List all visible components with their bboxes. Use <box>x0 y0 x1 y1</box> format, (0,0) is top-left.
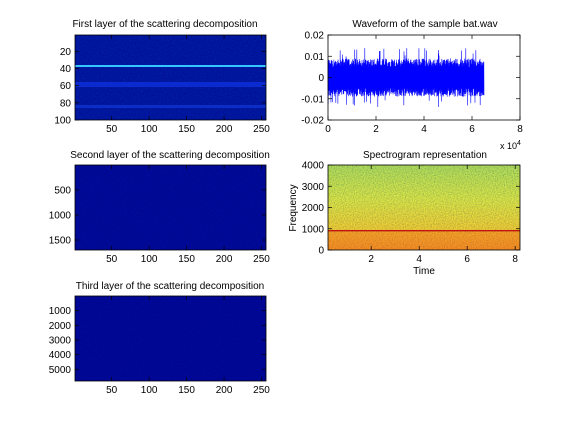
x-tick-label: 250 <box>253 385 270 396</box>
x-tick-label: 0 <box>325 124 331 135</box>
y-tick-label: 0.01 <box>305 52 325 63</box>
y-tick-label: 20 <box>60 47 72 58</box>
y-tick-label: 3000 <box>302 182 325 193</box>
x-tick-label: 200 <box>216 254 233 265</box>
x-tick-label: 8 <box>517 124 523 135</box>
x-tick-label: 250 <box>253 254 270 265</box>
x-tick-label: 8 <box>512 254 518 265</box>
waveform-line <box>327 48 485 107</box>
panel-spectrogram-lowband <box>328 232 520 250</box>
x-tick-label: 4 <box>421 124 427 135</box>
y-tick-label: 4000 <box>49 350 72 361</box>
x-tick-label: 2 <box>368 254 374 265</box>
y-tick-label: 500 <box>54 185 71 196</box>
x-tick-label: 2 <box>373 124 379 135</box>
waveform-series <box>327 48 485 107</box>
y-tick-label: 2000 <box>49 321 72 332</box>
spectrogram-xlabel: Time <box>413 266 435 277</box>
x-multiplier-label: x 104 <box>500 140 521 151</box>
y-tick-label: 0 <box>318 73 324 84</box>
panel-second-layer-xaxis: 50 100 150 200 250 <box>106 165 270 265</box>
y-tick-label: -0.02 <box>301 116 324 127</box>
x-tick-label: 50 <box>106 124 118 135</box>
panel-second-layer-yaxis: 500 1000 1500 <box>49 185 266 246</box>
y-tick-label: 5000 <box>49 365 72 376</box>
y-tick-label: 1000 <box>49 306 72 317</box>
panel-spectrogram-frame <box>327 164 521 251</box>
panel-second-layer-texture <box>75 165 266 250</box>
x-tick-label: 200 <box>216 385 233 396</box>
x-tick-label: 100 <box>141 254 158 265</box>
y-tick-label: 1000 <box>49 210 72 221</box>
panel-first-layer-xaxis: 50 100 150 200 250 <box>106 35 270 135</box>
y-tick-label: 60 <box>60 81 72 92</box>
y-tick-label: 4000 <box>302 161 325 172</box>
x-tick-label: 100 <box>141 124 158 135</box>
panel-third-layer-title: Third layer of the scattering decomposit… <box>76 281 264 292</box>
panel-third-layer-xaxis: 50 100 150 200 250 <box>106 296 270 396</box>
y-tick-label: 1500 <box>49 235 72 246</box>
x-tick-label: 150 <box>178 254 195 265</box>
panel-first-layer-title: First layer of the scattering decomposit… <box>72 19 257 30</box>
y-tick-label: 0 <box>318 246 324 257</box>
y-tick-label: 3000 <box>49 335 72 346</box>
x-tick-label: 150 <box>178 385 195 396</box>
x-tick-label: 200 <box>216 124 233 135</box>
y-tick-label: 40 <box>60 64 72 75</box>
panel-waveform-frame <box>327 34 521 121</box>
panel-first-layer: First layer of the scattering decomposit… <box>54 19 270 135</box>
panel-second-layer-frame <box>74 164 267 251</box>
x-tick-label: 150 <box>178 124 195 135</box>
y-tick-label: 2000 <box>302 203 325 214</box>
y-tick-label: 80 <box>60 98 72 109</box>
y-tick-label: -0.01 <box>301 94 324 105</box>
y-tick-label: 0.02 <box>305 31 325 42</box>
panel-first-layer-frame <box>74 34 267 121</box>
panel-first-layer-band-57 <box>75 82 266 87</box>
x-tick-label: 250 <box>253 124 270 135</box>
x-tick-label: 50 <box>106 254 118 265</box>
y-tick-label: 1000 <box>302 224 325 235</box>
panel-waveform: Waveform of the sample bat.wav 0 2 4 6 8 -0.… <box>301 19 523 151</box>
panel-third-layer-yaxis: 1000 2000 3000 4000 5000 <box>49 306 266 376</box>
panel-second-layer-title: Second layer of the scattering decomposi… <box>70 150 270 161</box>
x-tick-label: 6 <box>469 124 475 135</box>
panel-first-layer-band-85 <box>75 105 266 108</box>
spectrogram-ylabel: Frequency <box>288 184 299 231</box>
x-tick-label: 6 <box>464 254 470 265</box>
panel-spectrogram-line-900 <box>328 230 520 232</box>
panel-third-layer-frame <box>74 295 267 382</box>
panel-waveform-title: Waveform of the sample bat.wav <box>352 19 497 30</box>
x-tick-label: 4 <box>416 254 422 265</box>
panel-first-layer-band-37 <box>75 65 266 67</box>
panel-spectrogram-xaxis: 2 4 6 8 <box>368 165 518 265</box>
panel-third-layer-texture <box>75 296 266 381</box>
y-tick-label: 100 <box>54 116 71 127</box>
x-tick-label: 50 <box>106 385 118 396</box>
panel-spectrogram-title: Spectrogram representation <box>363 150 487 161</box>
x-tick-label: 100 <box>141 385 158 396</box>
panel-third-layer: Third layer of the scattering decomposit… <box>49 281 271 396</box>
panel-spectrogram: Spectrogram representation 2 4 6 8 0 1000 200… <box>288 150 521 277</box>
panel-spectrogram-texture <box>328 165 520 250</box>
panel-second-layer: Second layer of the scattering decomposi… <box>49 150 271 265</box>
